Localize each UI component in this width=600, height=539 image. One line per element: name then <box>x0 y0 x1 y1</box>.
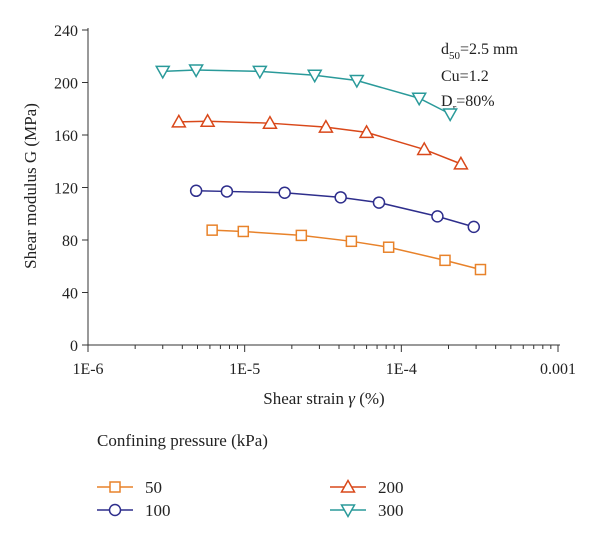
x-axis-ticks: 1E-6 1E-5 1E-4 0.001 <box>72 345 576 378</box>
legend-label: 200 <box>378 478 404 497</box>
x-axis-label-unit: (%) <box>355 389 385 408</box>
legend: 50 100 200 300 <box>97 478 404 520</box>
data-point-marker <box>189 184 203 198</box>
legend-swatch-marker <box>109 481 121 493</box>
y-axis-label: Shear modulus G (MPa) <box>21 103 40 269</box>
legend-label: 50 <box>145 478 162 497</box>
data-point-marker <box>442 108 458 123</box>
data-point-marker <box>237 225 250 238</box>
legend-label: 100 <box>145 501 171 520</box>
data-point-marker <box>431 210 444 223</box>
x-tick-label: 1E-4 <box>386 361 417 378</box>
data-point-marker <box>439 254 451 267</box>
data-point-marker <box>453 155 469 170</box>
legend-item-50: 50 <box>97 478 162 497</box>
data-point-marker <box>220 185 234 198</box>
x-tick-label: 1E-6 <box>72 361 103 378</box>
x-axis-label-main: Shear strain <box>263 389 348 408</box>
x-tick-label: 0.001 <box>540 361 576 378</box>
y-axis-ticks: 0 40 80 120 160 200 240 <box>54 23 88 355</box>
annotation-dr: Dr=80% <box>441 93 495 114</box>
data-point-marker <box>349 74 365 89</box>
series-line <box>162 69 451 115</box>
data-point-marker <box>199 113 216 127</box>
legend-item-100: 100 <box>97 501 171 520</box>
data-point-marker <box>467 220 481 234</box>
data-point-marker <box>154 65 171 80</box>
legend-item-300: 300 <box>330 501 404 520</box>
legend-item-200: 200 <box>330 478 404 497</box>
legend-swatch-marker <box>340 504 356 519</box>
data-point-marker <box>206 224 218 236</box>
series-layer <box>154 64 487 276</box>
annotation-cu: Cu=1.2 <box>441 68 489 85</box>
data-point-marker <box>372 196 386 209</box>
series-200-kpa <box>171 113 469 170</box>
data-point-marker <box>252 65 268 80</box>
y-tick-label: 120 <box>54 181 78 198</box>
legend-title: Confining pressure (kPa) <box>97 431 268 450</box>
data-point-marker <box>334 191 347 204</box>
data-point-marker <box>474 263 487 276</box>
data-point-marker <box>345 235 358 248</box>
annotation-d50: d50=2.5 mm <box>441 41 518 62</box>
series-100-kpa <box>189 184 481 234</box>
data-point-marker <box>188 64 204 79</box>
legend-swatch-marker <box>108 503 122 517</box>
data-point-marker <box>358 124 375 139</box>
data-point-marker <box>411 92 427 107</box>
series-50-kpa <box>206 224 487 276</box>
data-point-marker <box>306 69 323 84</box>
data-point-marker <box>171 113 187 128</box>
y-tick-label: 0 <box>70 338 78 355</box>
y-tick-label: 200 <box>54 76 78 93</box>
data-point-marker <box>295 229 308 242</box>
y-tick-label: 80 <box>62 233 78 250</box>
y-tick-label: 40 <box>62 286 78 303</box>
y-tick-label: 160 <box>54 128 78 145</box>
data-point-marker <box>278 186 291 199</box>
data-point-marker <box>262 115 278 129</box>
data-point-marker <box>416 141 433 156</box>
x-tick-label: 1E-5 <box>229 361 260 378</box>
x-axis-label: Shear strain γ (%) <box>263 389 384 408</box>
legend-swatch-marker <box>340 478 356 493</box>
data-point-marker <box>382 241 395 253</box>
series-line <box>178 120 462 165</box>
y-tick-label: 240 <box>54 23 78 40</box>
legend-label: 300 <box>378 501 404 520</box>
data-point-marker <box>318 119 334 133</box>
x-axis-label-symbol: γ <box>348 389 356 408</box>
series-300-kpa <box>154 64 458 123</box>
